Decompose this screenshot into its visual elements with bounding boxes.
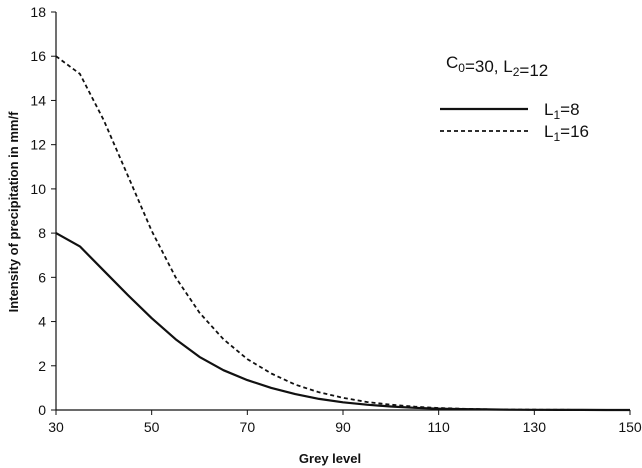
y-tick-label: 4 <box>38 314 46 330</box>
y-tick-label: 0 <box>38 402 46 418</box>
series-line-2 <box>55 55 630 411</box>
series-lines <box>55 55 630 412</box>
x-tick-label: 50 <box>144 419 160 435</box>
y-tick-label: 6 <box>38 269 46 285</box>
x-tick-label: 110 <box>428 419 451 435</box>
x-axis-title: Grey level <box>299 451 361 466</box>
y-tick-label: 2 <box>38 358 46 374</box>
series-line-1 <box>55 232 630 412</box>
y-tick-label: 16 <box>30 48 46 64</box>
x-tick-label: 150 <box>618 419 642 435</box>
x-tick-labels: 30 50 70 90 110 130 150 <box>48 419 642 435</box>
legend-label-1: L1=8 <box>544 100 580 122</box>
y-axis-title: Intensity of precipitation in mm/f <box>6 111 21 312</box>
legend-label-2: L1=16 <box>544 122 589 144</box>
y-tick-label: 18 <box>30 4 46 20</box>
y-tick-label: 14 <box>30 92 46 108</box>
y-tick-label: 12 <box>30 137 46 153</box>
y-tick-label: 10 <box>30 181 46 197</box>
chart-annotation: C0=30, L2=12 <box>446 53 548 80</box>
x-tick-label: 130 <box>523 419 547 435</box>
x-tick-label: 70 <box>240 419 256 435</box>
y-tick-label: 8 <box>38 225 46 241</box>
legend: L1=8L1=16 <box>440 100 589 144</box>
x-tick-label: 90 <box>335 419 351 435</box>
y-tick-labels: 0 2 4 6 8 10 12 14 16 18 <box>30 4 46 418</box>
x-tick-label: 30 <box>48 419 64 435</box>
